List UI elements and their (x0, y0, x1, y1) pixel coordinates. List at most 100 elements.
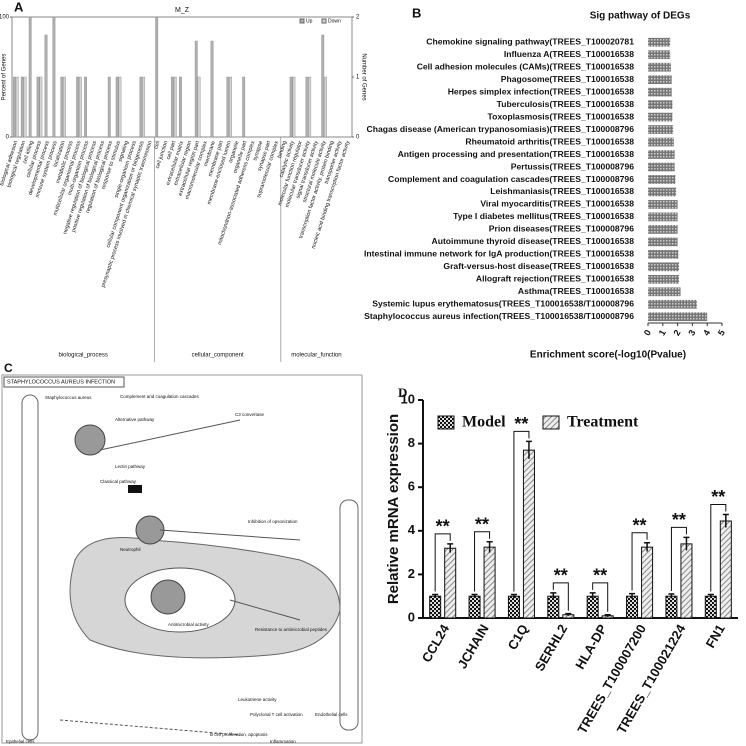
arrow (159, 529, 301, 541)
pathway-node: Complement and coagulation cascades (120, 394, 200, 399)
bar (39, 76, 43, 138)
y-tick-label: Intestinal immune network for IgA produc… (364, 249, 634, 259)
bar (197, 76, 201, 138)
bar (680, 543, 693, 619)
significance-bracket (670, 526, 687, 592)
pathway-frame (1, 374, 363, 744)
error-bar (722, 513, 729, 528)
y-axis-label: Relative mRNA expression (385, 414, 402, 604)
bar (641, 546, 654, 619)
bar (52, 16, 56, 138)
significance-bracket (434, 533, 451, 592)
pathway-title: STAPHYLOCOCCUS AUREUS INFECTION (7, 379, 115, 385)
bar (648, 250, 679, 259)
bar (648, 137, 674, 147)
legend-label: Treatment (567, 414, 639, 431)
y-tick-label: Systemic lupus erythematosus(TREES_T1000… (372, 299, 634, 309)
pathway-node: Resistance to antimicrobial peptides (255, 627, 328, 632)
bar (719, 520, 732, 619)
y-tick-label: Herpes simplex infection(TREES_T10001653… (448, 86, 635, 96)
bar (648, 212, 678, 222)
x-tick-label: 1 (657, 328, 668, 337)
y-axis-label: Percent of Genes (2, 54, 8, 101)
y-tick-label: Antigen processing and presentation(TREE… (398, 149, 635, 159)
error-bar (604, 613, 611, 617)
y-tick-label: 2 (408, 566, 415, 581)
panel-letter: D (398, 385, 407, 400)
error-bar (486, 540, 493, 553)
bar (305, 76, 309, 138)
bar (648, 237, 678, 247)
legend-swatch (321, 18, 327, 24)
legend-swatch (299, 18, 305, 24)
y-tick-label: 8 (408, 435, 415, 450)
legend-swatch (437, 415, 455, 430)
bar (648, 299, 697, 309)
bar (324, 76, 327, 138)
significance-bracket (631, 532, 648, 591)
panel-letter: B (412, 5, 421, 20)
pathway-node: Alternative pathway (115, 417, 155, 422)
significance-label: ** (475, 514, 489, 534)
x-tick-label: 3 (686, 328, 697, 337)
bar (648, 175, 676, 184)
bacterium (135, 515, 165, 545)
bar (308, 76, 312, 138)
pathway-node: Polyclonal T cell activation (250, 712, 303, 717)
bar (444, 547, 457, 619)
bar (648, 262, 680, 272)
bar (704, 595, 717, 619)
error-bar (447, 543, 454, 553)
bar (20, 76, 24, 138)
y-tick-label: Pertussis(TREES_T100008796 (511, 161, 634, 171)
pathway-node: Antimicrobial activity (168, 622, 210, 627)
y-tick-label: 0 (408, 609, 415, 624)
x-tick-label: JCHAIN (454, 622, 491, 671)
significance-label: ** (554, 566, 568, 586)
y2-axis-label: Number of Genes (360, 53, 366, 100)
bar (173, 76, 177, 138)
y-tick-label: Staphylococcus aureus infection(TREES_T1… (364, 311, 634, 321)
significance-bracket (710, 503, 727, 592)
group-label: molecular_function (291, 353, 341, 359)
x-tick-label: CCL24 (419, 621, 453, 665)
error-bar (525, 440, 532, 459)
y-tick-label: Rheumatoid arthritis(TREES_T100016538 (465, 136, 634, 146)
arrow (99, 419, 241, 451)
error-bar (644, 542, 651, 552)
y-tick-label: Cell adhesion molecules (CAMs)(TREES_T10… (417, 61, 635, 71)
pathway-node: Neutrophil (120, 547, 141, 552)
bar (292, 76, 296, 138)
x-tick-label: TREES_T100021224 (614, 621, 689, 736)
bar (547, 595, 560, 619)
x-tick-label: C1Q (505, 622, 531, 653)
antimicrobial-cell (150, 579, 186, 615)
x-axis-label: Enrichment score(-log10(Pvalue) (530, 350, 686, 361)
bar (648, 274, 680, 284)
arrow (229, 599, 301, 621)
bar (44, 34, 48, 138)
y2-tick-label: 2 (356, 15, 360, 21)
x-tick-label: FN1 (703, 622, 728, 651)
significance-bracket (552, 582, 569, 611)
bar (15, 76, 19, 138)
bar (483, 546, 496, 619)
significance-label: ** (514, 414, 528, 434)
bar (522, 449, 535, 619)
y-tick-label: Leishmaniasis(TREES_T100016538 (490, 186, 634, 196)
y-tick-label: 100 (0, 15, 10, 21)
y-tick-label: Complement and coagulation cascades(TREE… (388, 174, 634, 184)
bar (648, 75, 672, 85)
error-bar (565, 612, 572, 616)
bar (507, 595, 520, 619)
bar (648, 100, 673, 109)
legend-label: Down (328, 18, 341, 24)
bar (648, 112, 673, 122)
error-bar (683, 536, 690, 551)
y-tick-label: Type I diabetes mellitus(TREES_T10001653… (453, 211, 634, 221)
y-tick-label: 10 (401, 391, 415, 406)
y-tick-label: Chemokine signaling pathway(TREES_T10002… (426, 37, 634, 47)
significance-label: ** (672, 510, 686, 530)
arrow (59, 719, 241, 736)
bar (12, 76, 16, 138)
